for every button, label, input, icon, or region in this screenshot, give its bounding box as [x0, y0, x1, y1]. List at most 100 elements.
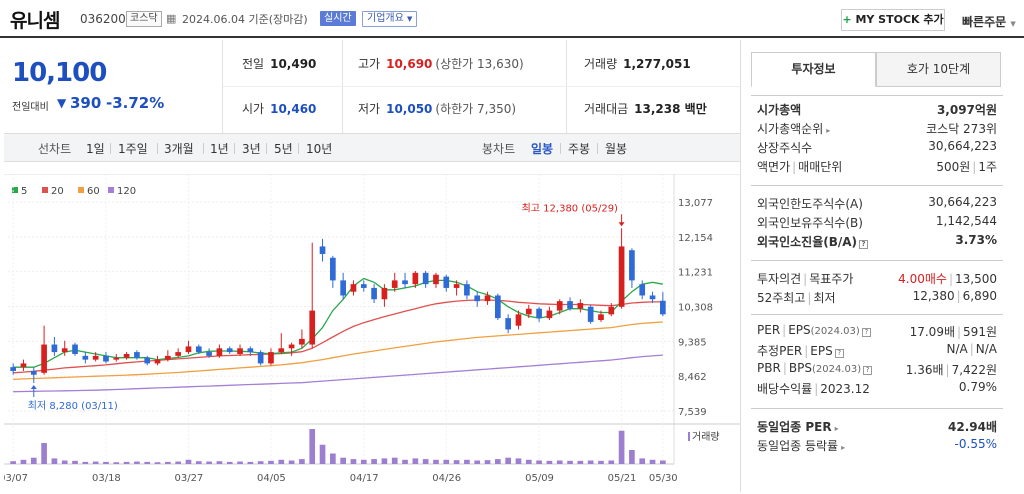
candlestick-chart: 5 20 60 120 13,077 12,154 11,231 10,308 9,385 8,4… — [4, 174, 740, 484]
quick-order-button[interactable]: 빠른주문 ▼ — [962, 13, 1016, 30]
divider — [222, 40, 223, 133]
candle-body — [309, 310, 316, 345]
change-percent: -3.72% — [106, 94, 165, 112]
down-triangle-icon: ▼ — [57, 96, 67, 110]
candle-body — [144, 357, 151, 364]
low-annotation: 최저 8,280 (03/11) — [28, 400, 118, 412]
chevron-down-icon: ▼ — [407, 15, 413, 23]
candle-body — [391, 280, 398, 288]
candle-daily[interactable]: 일봉 — [531, 142, 554, 156]
volume-bar — [484, 460, 491, 464]
volume-bar — [195, 461, 202, 464]
company-info-dropdown[interactable]: 기업개요 ▼ — [362, 11, 418, 27]
chevron-right-icon[interactable]: ▸ — [826, 126, 831, 135]
volume-bar — [51, 458, 58, 464]
candle-body — [660, 300, 666, 315]
add-mystock-button[interactable]: + MY STOCK 추가 — [841, 9, 945, 31]
ma-line-5 — [13, 277, 663, 368]
candle-monthly[interactable]: 월봉 — [605, 142, 628, 156]
shares-label: 상장주식수 — [757, 141, 813, 155]
high-label: 고가 — [358, 57, 381, 71]
period-3y[interactable]: 3년 — [242, 142, 261, 156]
separator — [110, 143, 111, 154]
par-value: 500원 — [936, 160, 971, 174]
candle-body — [381, 287, 388, 300]
x-tick-label: 04/05 — [257, 473, 286, 484]
pbr-value: 1.36배 — [905, 363, 944, 377]
candle-body — [175, 352, 181, 356]
volume-bar — [587, 460, 594, 464]
volume-bar — [556, 460, 563, 464]
volume-bar — [639, 458, 646, 464]
volume-bar — [360, 459, 367, 464]
help-icon[interactable]: ? — [861, 328, 871, 337]
help-icon[interactable]: ? — [834, 349, 844, 358]
candle-body — [464, 284, 470, 296]
rank-value: 코스닥 273위 — [926, 122, 997, 136]
period-1d[interactable]: 1일 — [86, 142, 105, 156]
est-eps-value: N/A — [975, 342, 997, 356]
volume-bar — [402, 459, 408, 464]
realtime-button[interactable]: 실시간 — [320, 11, 356, 26]
chevron-right-icon[interactable]: ▸ — [841, 443, 846, 452]
separator — [203, 143, 204, 154]
volume-bar — [165, 461, 171, 464]
industry-change-value: -0.55% — [954, 437, 997, 451]
volume-bar — [299, 459, 305, 464]
candle-body — [216, 348, 223, 356]
volume-bar — [660, 460, 666, 464]
info-panel: 투자정보 호가 10단계 시가총액 3,097억원 시가총액순위 ▸ 코스닥 273위… — [740, 40, 1024, 492]
help-icon[interactable]: ? — [863, 366, 873, 375]
volume-bar — [92, 461, 99, 464]
volume-bar — [598, 460, 604, 464]
chevron-right-icon[interactable]: ▸ — [834, 424, 839, 433]
period-10y[interactable]: 10년 — [306, 142, 333, 156]
candle-body — [402, 280, 408, 285]
volume-bar — [309, 429, 316, 464]
period-1w[interactable]: 1주일 — [118, 142, 148, 156]
volume-bar — [536, 460, 542, 464]
trade-amount: 거래대금 13,238 백만 — [584, 100, 707, 117]
legend-swatch-120 — [108, 187, 114, 193]
volume-bar — [20, 459, 27, 464]
candle-body — [525, 308, 532, 315]
line-chart-title: 선차트 — [38, 142, 72, 156]
candle-body — [299, 338, 305, 345]
volume-bar — [103, 461, 109, 464]
foreign-limit-value: 30,664,223 — [928, 195, 997, 209]
prev-close: 전일 10,490 — [242, 55, 316, 72]
candle-body — [546, 310, 553, 319]
x-tick-label: 04/26 — [432, 473, 461, 484]
company-info-label: 기업개요 — [367, 13, 404, 24]
volume-bar — [422, 459, 429, 464]
valuation-group: PER | EPS(2024.03)? 17.09배 | 591원 추정PER | EPS? N… — [751, 314, 1003, 397]
candle-body — [268, 352, 274, 364]
lower-limit-label: (하한가 — [435, 102, 474, 116]
legend-label-120: 120 — [117, 186, 136, 197]
help-icon[interactable]: ? — [859, 240, 869, 249]
candle-chart-title: 봉차트 — [482, 142, 516, 156]
volume-label: 거래량 — [584, 57, 618, 71]
volume-bar — [41, 443, 47, 464]
candle-body — [567, 301, 573, 309]
candle-body — [206, 352, 212, 356]
high-arrow-icon — [618, 222, 625, 227]
volume-bar — [288, 460, 295, 464]
price-chart[interactable]: 5 20 60 120 13,077 12,154 11,231 10,308 9,385 8,4… — [4, 174, 740, 492]
volume-bar — [391, 457, 398, 464]
period-1y[interactable]: 1년 — [210, 142, 229, 156]
current-price: 10,100 — [12, 58, 107, 88]
tab-orderbook-10[interactable]: 호가 10단계 — [876, 52, 1001, 87]
period-5y[interactable]: 5년 — [274, 142, 293, 156]
candle-body — [453, 284, 460, 288]
separator — [597, 143, 598, 154]
candle-body — [443, 276, 450, 288]
opinion-label: 투자의견 — [757, 272, 802, 286]
open-value: 10,460 — [270, 102, 317, 116]
period-3m[interactable]: 3개월 — [164, 142, 194, 156]
y-tick-label: 9,385 — [678, 337, 707, 348]
tab-investment-info[interactable]: 투자정보 — [751, 52, 876, 87]
candle-weekly[interactable]: 주봉 — [568, 142, 591, 156]
per-label: PER — [757, 323, 781, 337]
separator — [298, 143, 299, 154]
